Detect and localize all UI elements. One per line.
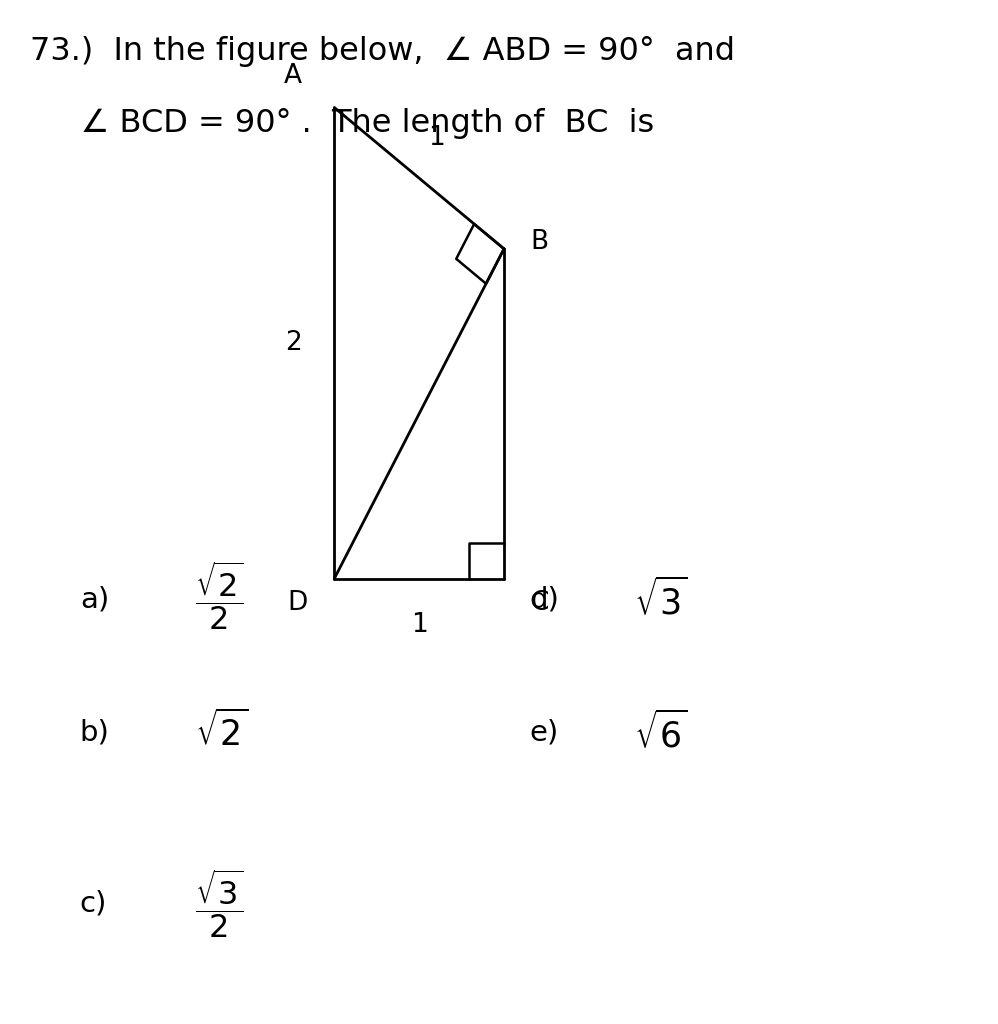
Text: $\sqrt{6}$: $\sqrt{6}$ [634, 711, 688, 754]
Text: $\dfrac{\sqrt{3}}{2}$: $\dfrac{\sqrt{3}}{2}$ [195, 866, 244, 940]
Text: 1: 1 [411, 612, 427, 638]
Text: d): d) [529, 585, 559, 613]
Text: C: C [530, 590, 549, 615]
Text: b): b) [80, 718, 110, 746]
Text: c): c) [80, 889, 107, 918]
Text: B: B [530, 229, 549, 255]
Text: e): e) [529, 718, 558, 746]
Text: D: D [287, 590, 308, 615]
Text: ∠ BCD = 90° .  The length of  BC  is: ∠ BCD = 90° . The length of BC is [30, 108, 655, 138]
Text: $\dfrac{\sqrt{2}}{2}$: $\dfrac{\sqrt{2}}{2}$ [195, 559, 244, 633]
Text: $\sqrt{3}$: $\sqrt{3}$ [634, 578, 688, 621]
Text: 1: 1 [428, 125, 445, 152]
Text: $\sqrt{2}$: $\sqrt{2}$ [195, 711, 248, 754]
Text: A: A [283, 63, 301, 89]
Text: 2: 2 [284, 330, 301, 356]
Text: 73.)  In the figure below,  ∠ ABD = 90°  and: 73.) In the figure below, ∠ ABD = 90° an… [30, 36, 735, 67]
Text: a): a) [80, 585, 109, 613]
